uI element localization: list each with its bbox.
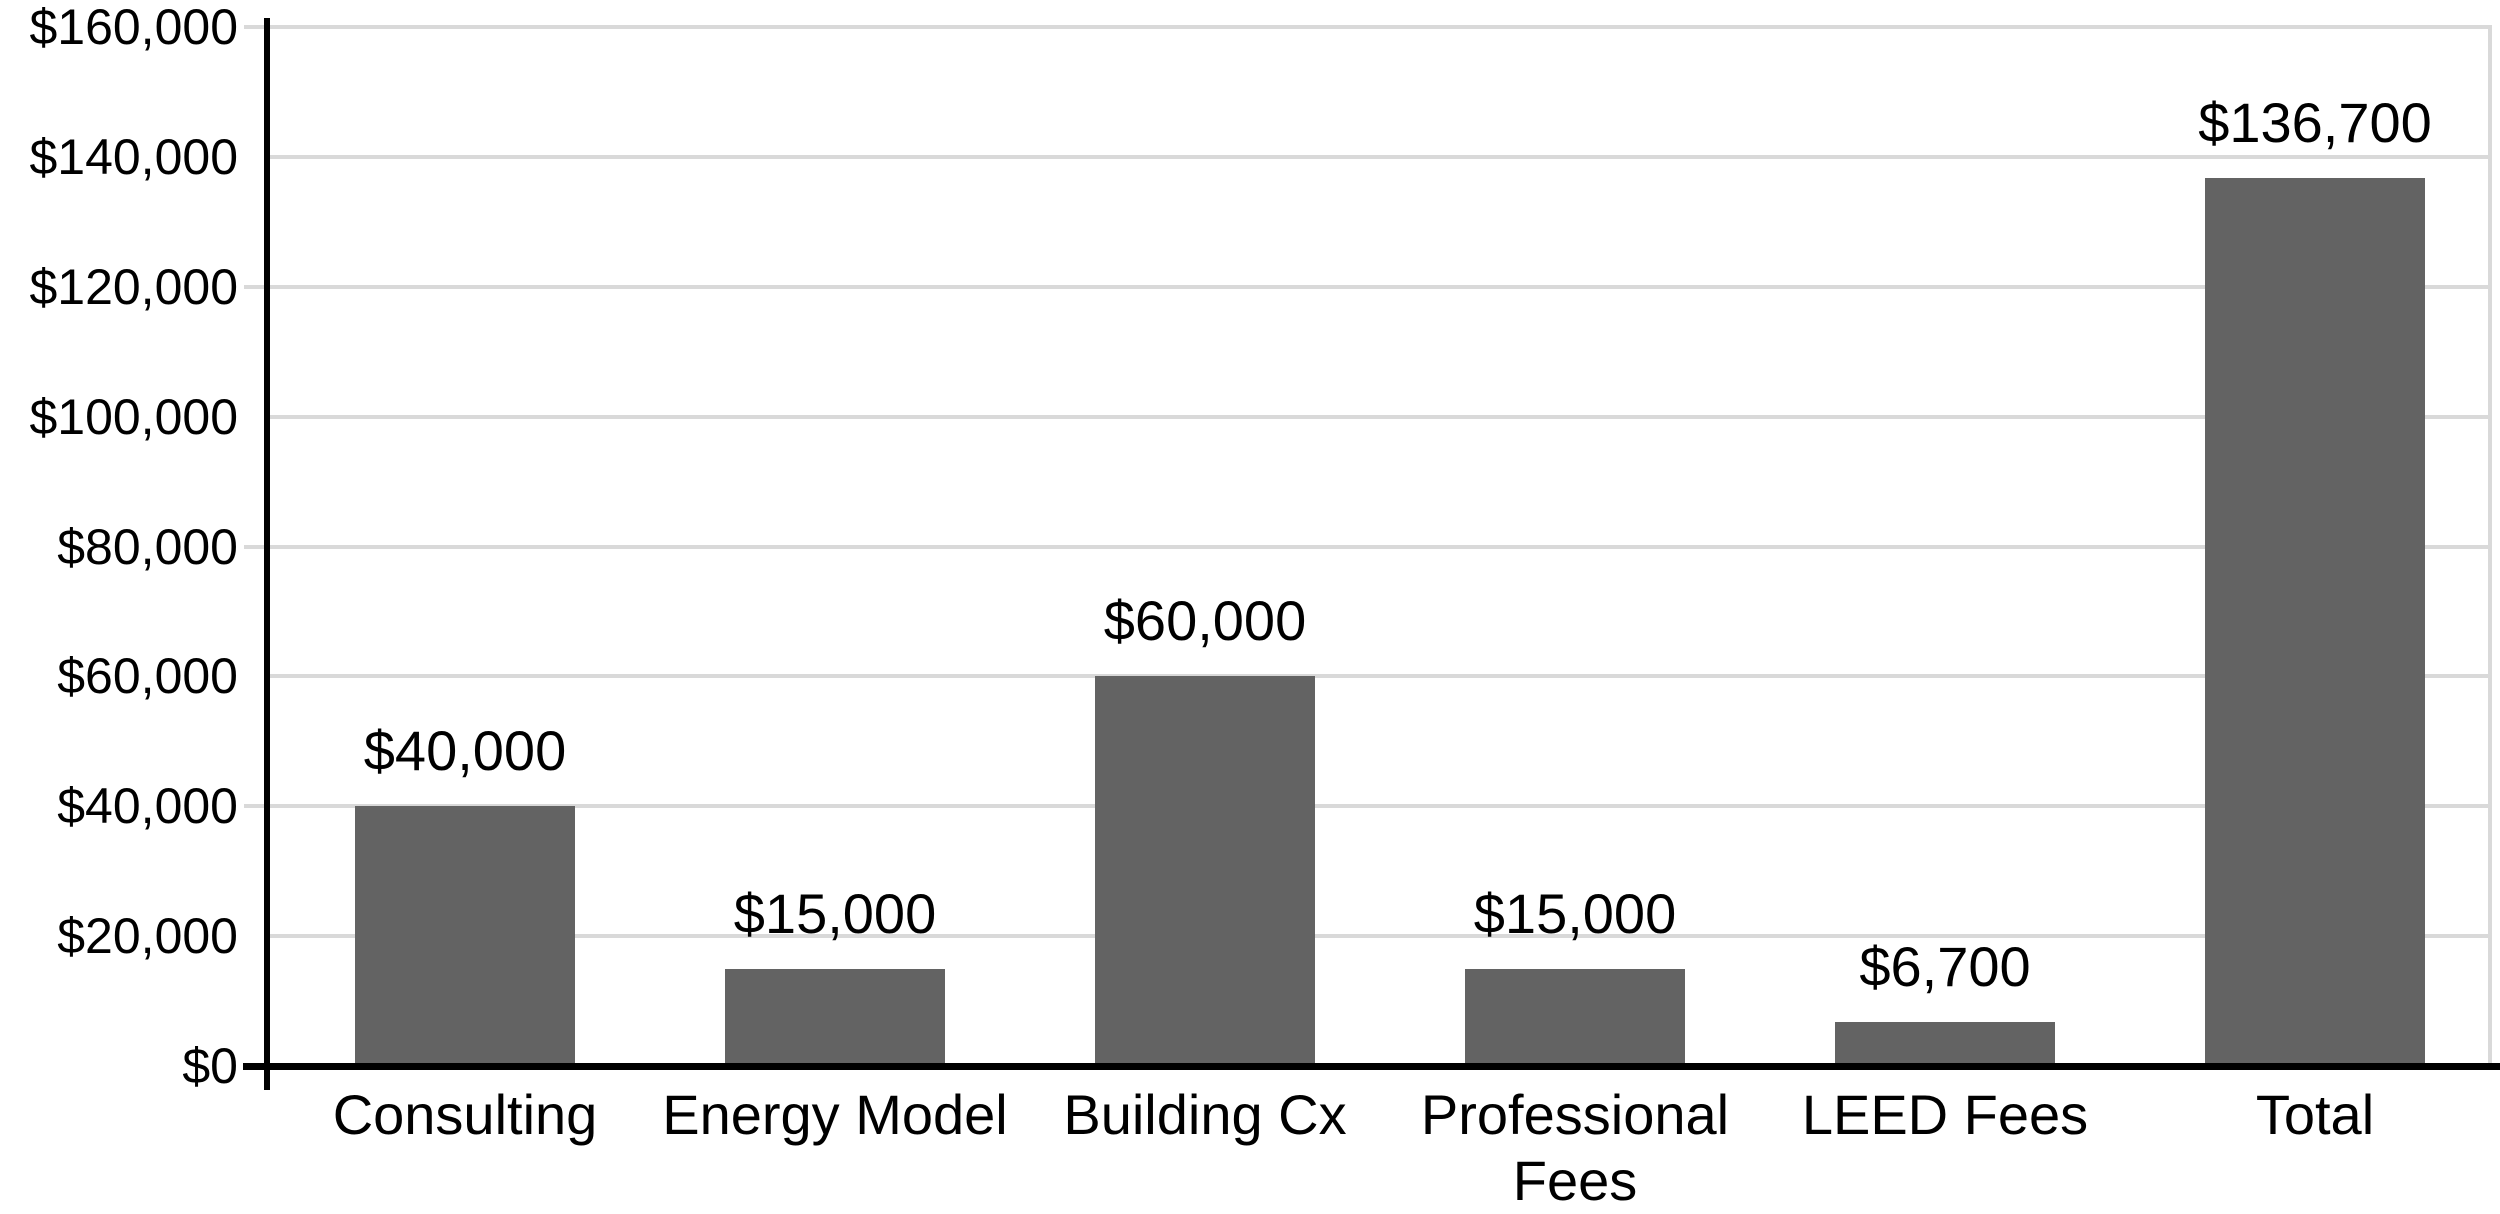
category-label-consulting: Consulting	[332, 1083, 598, 1146]
y-axis-label-40-000: $40,000	[57, 778, 238, 835]
y-axis-label-20-000: $20,000	[57, 908, 238, 965]
gridline-160000	[267, 25, 2492, 29]
data-label-consulting: $40,000	[363, 719, 567, 783]
y-axis-label-160-000: $160,000	[29, 0, 238, 55]
y-axis-tick-160000	[244, 25, 267, 29]
y-axis-label-60-000: $60,000	[57, 648, 238, 705]
data-label-total: $136,700	[2198, 91, 2432, 155]
y-axis-tick-40000	[244, 804, 267, 809]
category-label-leed-fees: LEED Fees	[1801, 1083, 2089, 1146]
bar-total	[2205, 178, 2425, 1068]
category-label-building-cx: Building Cx	[1063, 1083, 1347, 1146]
category-label-energy-model: Energy Model	[662, 1083, 1008, 1146]
data-label-leed-fees: $6,700	[1859, 935, 2031, 999]
data-label-professional-fees: $15,000	[1473, 881, 1677, 945]
y-axis-line	[264, 18, 270, 1090]
gridline-20000	[267, 934, 2492, 939]
gridline-80000	[267, 544, 2492, 549]
data-label-energy-model: $15,000	[733, 881, 937, 945]
data-label-building-cx: $60,000	[1103, 589, 1307, 653]
bar-consulting	[355, 806, 575, 1068]
y-axis-label-0: $0	[182, 1038, 238, 1094]
y-axis-label-140-000: $140,000	[29, 128, 238, 185]
gridline-60000	[267, 674, 2492, 679]
y-axis-label-80-000: $80,000	[57, 518, 238, 575]
gridline-100000	[267, 414, 2492, 419]
y-axis-label-100-000: $100,000	[29, 388, 238, 445]
bar-leed-fees	[1835, 1022, 2055, 1068]
category-label-professional-fees: Professional Fees	[1420, 1083, 1730, 1212]
gridline-140000	[267, 154, 2492, 159]
y-axis-label-120-000: $120,000	[29, 258, 238, 315]
y-axis-tick-120000	[244, 284, 267, 289]
gridline-120000	[267, 284, 2492, 289]
x-axis-line	[243, 1063, 2500, 1070]
plot-right-border	[2488, 27, 2492, 1066]
bar-professional-fees	[1465, 968, 1685, 1068]
category-label-total: Total	[2255, 1083, 2375, 1146]
bar-building-cx	[1095, 676, 1315, 1068]
bar-energy-model	[725, 968, 945, 1068]
gridline-40000	[267, 804, 2492, 809]
y-axis-tick-80000	[244, 544, 267, 549]
